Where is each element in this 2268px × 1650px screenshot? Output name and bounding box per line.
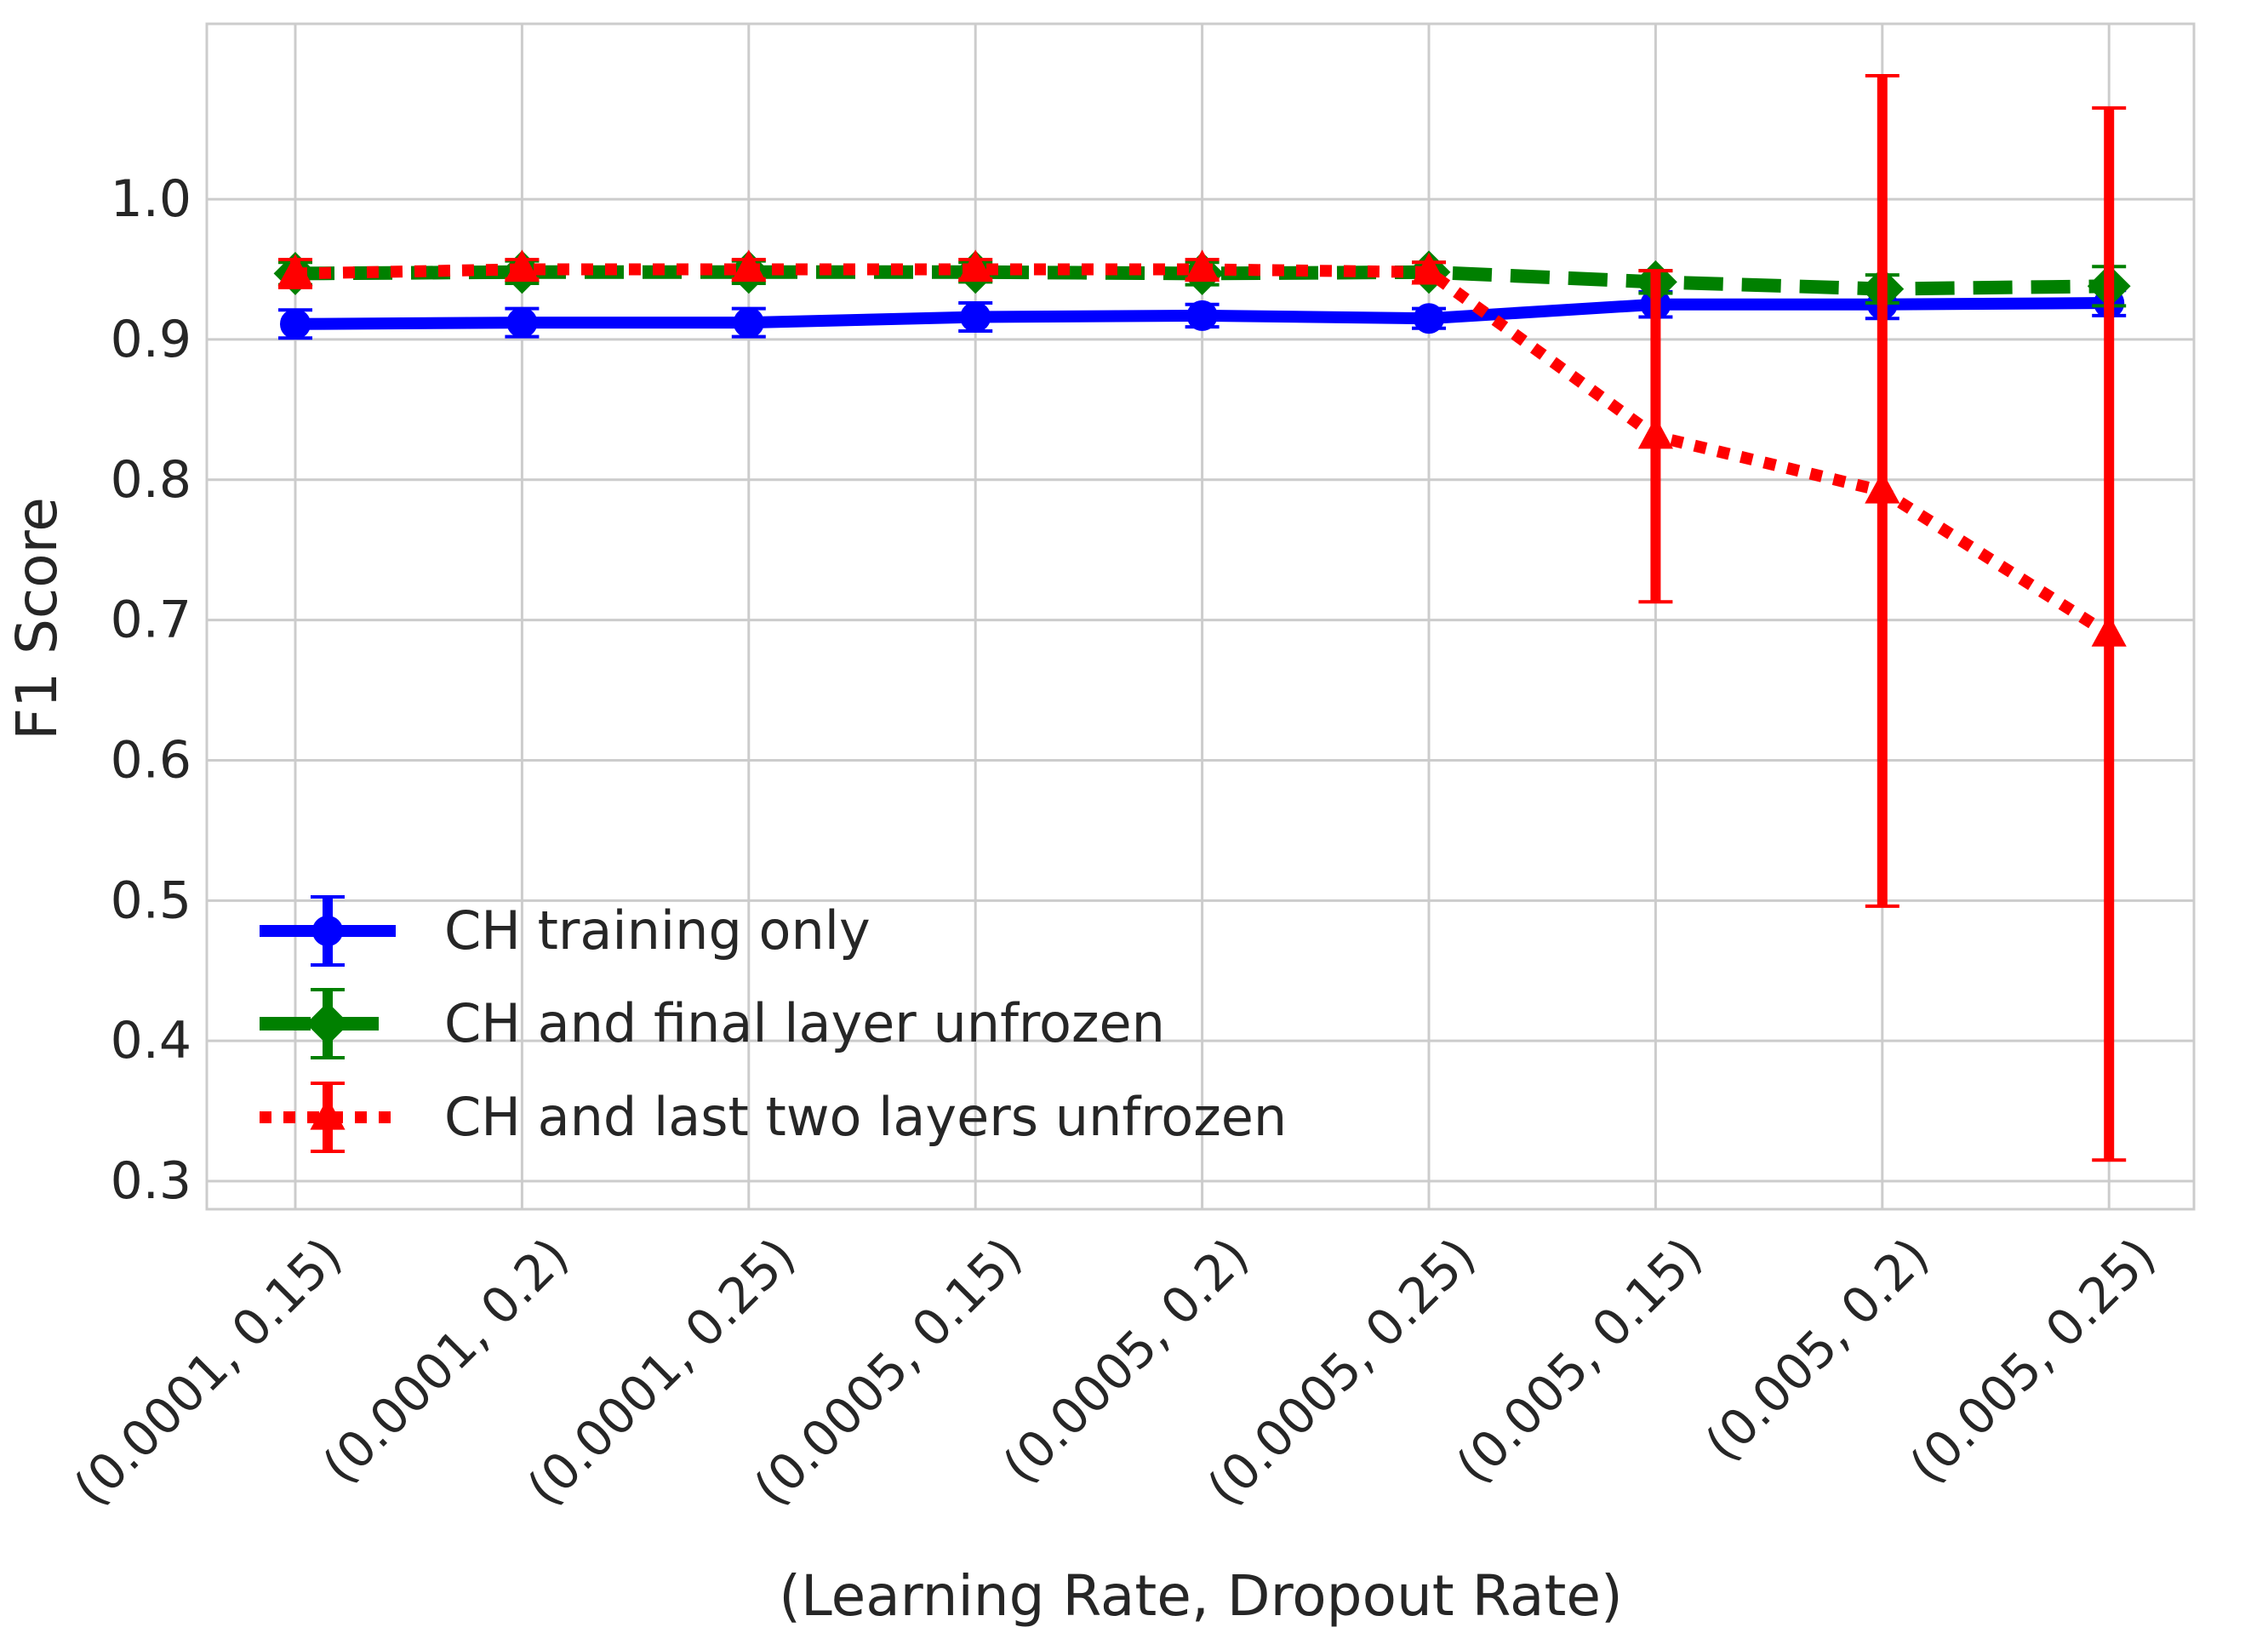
legend-label: CH and final layer unfrozen — [444, 992, 1165, 1054]
data-point — [280, 308, 311, 340]
y-tick-label: 0.7 — [111, 591, 191, 650]
data-point — [277, 254, 313, 287]
legend-marker — [310, 1097, 346, 1130]
y-tick-label: 0.6 — [111, 730, 191, 790]
y-tick-labels: 0.3 0.4 0.5 0.6 0.7 0.8 0.9 1.0 — [111, 169, 191, 1211]
data-point — [1411, 252, 1447, 285]
legend-item: CH and final layer unfrozen — [260, 988, 1165, 1059]
y-tick-label: 1.0 — [111, 169, 191, 229]
plot-frame — [205, 22, 2196, 1211]
y-tick-label: 0.4 — [111, 1011, 191, 1071]
grid-lines — [207, 24, 2194, 1209]
y-tick-label: 0.5 — [111, 871, 191, 930]
data-point — [731, 249, 767, 283]
y-tick-label: 0.3 — [111, 1151, 191, 1211]
data-point — [506, 307, 538, 339]
data-point — [1186, 300, 1218, 331]
series-3 — [277, 73, 2127, 1162]
legend-marker — [306, 1002, 350, 1046]
data-point — [1637, 416, 1673, 449]
legend-label: CH and last two layers unfrozen — [444, 1086, 1287, 1148]
data-point — [1185, 249, 1220, 283]
legend: CH training only CH and final layer unfro… — [260, 895, 1287, 1153]
y-axis-label: F1 Score — [4, 497, 70, 740]
data-point — [2091, 614, 2127, 647]
data-point — [1865, 471, 1900, 504]
legend-label: CH training only — [444, 899, 871, 962]
series-layer — [273, 73, 2131, 1162]
x-axis-label: (Learning Rate, Dropout Rate) — [779, 1563, 1622, 1629]
data-point — [504, 249, 540, 283]
y-tick-label: 0.8 — [111, 450, 191, 510]
legend-item: CH training only — [260, 895, 871, 967]
data-point — [1414, 303, 1444, 334]
data-point — [733, 307, 764, 339]
legend-item: CH and last two layers unfrozen — [260, 1082, 1287, 1153]
data-point — [960, 301, 991, 333]
legend-marker — [312, 916, 343, 946]
y-tick-label: 0.9 — [111, 310, 191, 369]
data-point — [957, 249, 993, 283]
